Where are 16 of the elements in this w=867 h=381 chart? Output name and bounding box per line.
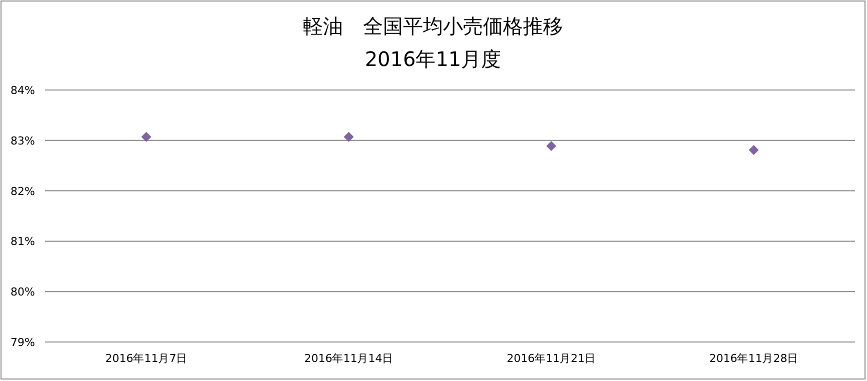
x-tick-label: 2016年11月14日 bbox=[304, 352, 394, 365]
y-tick-label: 81% bbox=[10, 235, 35, 248]
chart-title: 軽油 全国平均小売価格推移 bbox=[303, 14, 563, 38]
point bbox=[344, 132, 354, 142]
y-tick-label: 79% bbox=[10, 336, 35, 349]
x-tick-label: 2016年11月7日 bbox=[105, 352, 188, 365]
x-tick-label: 2016年11月28日 bbox=[709, 352, 798, 365]
chart-subtitle: 2016年11月度 bbox=[364, 47, 502, 71]
y-tick-label: 82% bbox=[10, 184, 35, 198]
y-tick-label: 84% bbox=[10, 84, 35, 97]
point bbox=[546, 140, 556, 151]
y-tick-label: 80% bbox=[10, 286, 35, 299]
point bbox=[748, 144, 759, 155]
y-tick-label: 83% bbox=[10, 134, 35, 148]
point bbox=[141, 132, 152, 142]
x-tick-label: 2016年11月21日 bbox=[506, 352, 596, 365]
